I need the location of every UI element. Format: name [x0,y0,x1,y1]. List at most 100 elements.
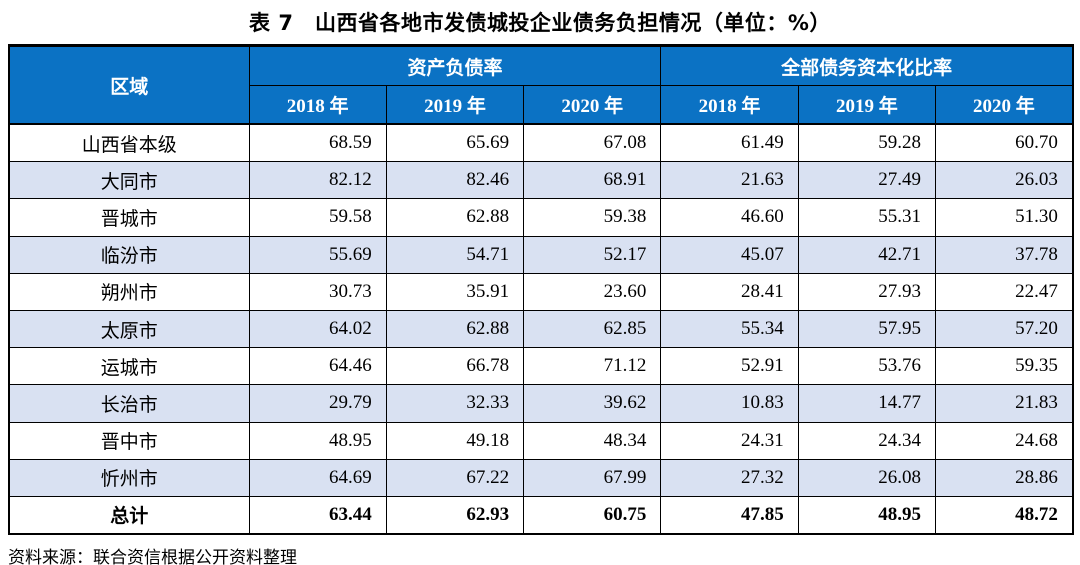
region-cell: 山西省本级 [8,123,250,163]
region-cell: 太原市 [8,309,250,349]
value-cell: 82.12 [248,161,387,200]
table-row: 运城市 64.46 66.78 71.12 52.91 53.76 59.35 [8,347,1074,386]
table-row: 大同市 82.12 82.46 68.91 21.63 27.49 26.03 [8,161,1074,200]
value-cell: 67.99 [523,458,662,497]
value-cell: 24.68 [934,421,1074,460]
value-cell: 27.93 [797,272,937,311]
table-row: 忻州市 64.69 67.22 67.99 27.32 26.08 28.86 [8,458,1074,497]
value-cell: 46.60 [660,198,799,237]
value-cell: 59.38 [523,198,662,237]
region-cell: 晋中市 [8,421,250,460]
value-cell: 68.59 [248,123,387,163]
table-row: 太原市 64.02 62.88 62.85 55.34 57.95 57.20 [8,309,1074,349]
value-cell: 57.20 [934,309,1074,349]
value-cell: 63.44 [248,495,387,535]
table-row: 长治市 29.79 32.33 39.62 10.83 14.77 21.83 [8,384,1074,423]
region-cell: 临汾市 [8,235,250,274]
value-cell: 67.08 [523,123,662,163]
column-header-year: 2019 年 [385,85,525,125]
value-cell: 64.69 [248,458,387,497]
value-cell: 23.60 [523,272,662,311]
value-cell: 65.69 [385,123,525,163]
value-cell: 59.35 [934,347,1074,386]
value-cell: 22.47 [934,272,1074,311]
value-cell: 53.76 [797,347,937,386]
value-cell: 55.31 [797,198,937,237]
value-cell: 26.03 [934,161,1074,200]
column-header-region: 区域 [8,45,250,125]
table-row: 晋城市 59.58 62.88 59.38 46.60 55.31 51.30 [8,198,1074,237]
column-header-year: 2019 年 [797,85,937,125]
region-cell: 晋城市 [8,198,250,237]
table-row: 晋中市 48.95 49.18 48.34 24.31 24.34 24.68 [8,421,1074,460]
value-cell: 54.71 [385,235,525,274]
region-cell: 总计 [8,495,250,535]
value-cell: 21.83 [934,384,1074,423]
header-year-row: 2018 年 2019 年 2020 年 2018 年 2019 年 2020 … [9,85,1074,125]
column-header-year: 2018 年 [248,85,387,125]
value-cell: 35.91 [385,272,525,311]
value-cell: 57.95 [797,309,937,349]
table-row: 山西省本级 68.59 65.69 67.08 61.49 59.28 60.70 [8,123,1074,163]
value-cell: 32.33 [385,384,525,423]
data-source-note: 资料来源：联合资信根据公开资料整理 [8,548,297,565]
table-title: 表 7 山西省各地市发债城投企业债务负担情况（单位：%） [249,11,831,35]
value-cell: 66.78 [385,347,525,386]
value-cell: 62.85 [523,309,662,349]
value-cell: 59.58 [248,198,387,237]
value-cell: 52.91 [660,347,799,386]
value-cell: 68.91 [523,161,662,200]
value-cell: 42.71 [797,235,937,274]
value-cell: 28.41 [660,272,799,311]
table-row: 临汾市 55.69 54.71 52.17 45.07 42.71 37.78 [8,235,1074,274]
value-cell: 62.93 [385,495,525,535]
region-cell: 长治市 [8,384,250,423]
value-cell: 21.63 [660,161,799,200]
value-cell: 62.88 [385,198,525,237]
column-group-asset-liability-ratio: 资产负债率 [248,45,662,86]
column-header-year: 2020 年 [523,85,662,125]
header-group-row: 区域 资产负债率 全部债务资本化比率 [8,45,1074,125]
value-cell: 45.07 [660,235,799,274]
value-cell: 61.49 [660,123,799,163]
region-cell: 大同市 [8,161,250,200]
value-cell: 82.46 [385,161,525,200]
value-cell: 62.88 [385,309,525,349]
value-cell: 52.17 [523,235,662,274]
value-cell: 24.31 [660,421,799,460]
value-cell: 60.75 [523,495,662,535]
value-cell: 60.70 [934,123,1074,163]
column-header-year: 2020 年 [934,85,1074,125]
value-cell: 37.78 [934,235,1074,274]
value-cell: 71.12 [523,347,662,386]
column-group-total-debt-capitalization-ratio: 全部债务资本化比率 [660,45,1074,86]
value-cell: 27.49 [797,161,937,200]
value-cell: 28.86 [934,458,1074,497]
value-cell: 55.69 [248,235,387,274]
value-cell: 51.30 [934,198,1074,237]
value-cell: 67.22 [385,458,525,497]
table-body: 山西省本级 68.59 65.69 67.08 61.49 59.28 60.70 大同市 82… [8,123,1074,535]
value-cell: 26.08 [797,458,937,497]
value-cell: 30.73 [248,272,387,311]
table-row: 朔州市 30.73 35.91 23.60 28.41 27.93 22.47 [8,272,1074,311]
region-cell: 朔州市 [8,272,250,311]
value-cell: 47.85 [660,495,799,535]
value-cell: 64.02 [248,309,387,349]
value-cell: 24.34 [797,421,937,460]
value-cell: 14.77 [797,384,937,423]
value-cell: 39.62 [523,384,662,423]
region-cell: 忻州市 [8,458,250,497]
table-header: 区域 资产负债率 全部债务资本化比率 2018 年 2019 年 2020 年 … [8,45,1074,125]
value-cell: 55.34 [660,309,799,349]
value-cell: 48.72 [934,495,1074,535]
region-cell: 运城市 [8,347,250,386]
value-cell: 48.95 [248,421,387,460]
value-cell: 48.34 [523,421,662,460]
value-cell: 48.95 [797,495,937,535]
value-cell: 10.83 [660,384,799,423]
debt-burden-table: 区域 资产负债率 全部债务资本化比率 2018 年 2019 年 2020 年 … [8,44,1074,536]
value-cell: 27.32 [660,458,799,497]
value-cell: 59.28 [797,123,937,163]
